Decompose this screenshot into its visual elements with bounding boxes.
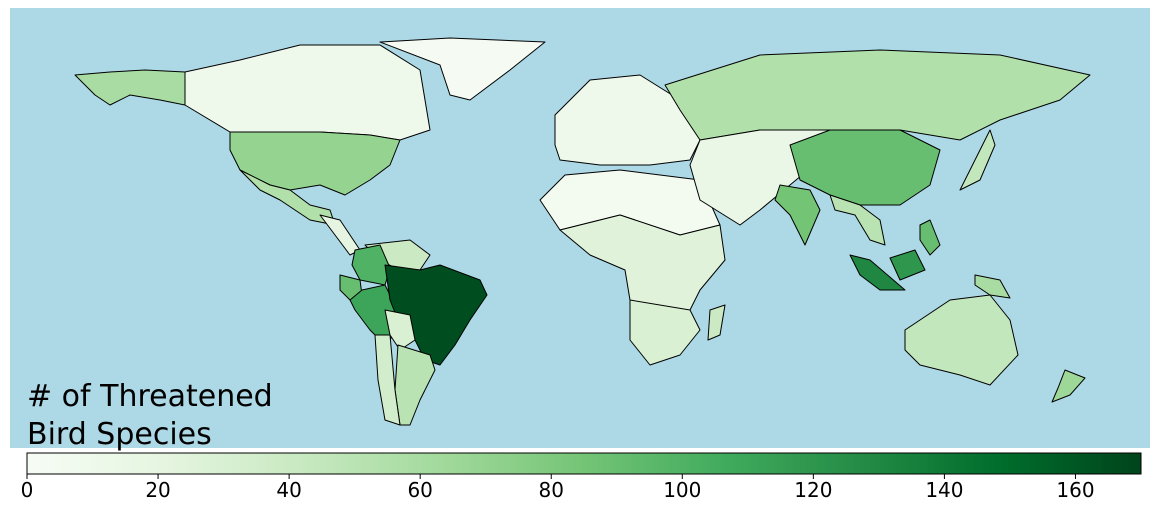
region	[1051, 369, 1086, 403]
tick-label: 120	[794, 478, 832, 502]
region	[974, 274, 1011, 299]
region	[239, 169, 336, 226]
tick-label: 60	[407, 478, 432, 502]
tick-label: 20	[145, 478, 170, 502]
region	[774, 184, 821, 246]
region	[559, 214, 726, 321]
tick-label: 80	[539, 478, 564, 502]
tick-label: 0	[21, 478, 34, 502]
region	[374, 334, 401, 426]
tick-label: 140	[925, 478, 963, 502]
tick-label: 40	[276, 478, 301, 502]
regions	[74, 37, 1091, 426]
colorbar-ticks: 0 20 40 60 80 100 120 140 160	[21, 474, 1095, 502]
region	[849, 254, 906, 291]
region	[829, 194, 886, 246]
region	[184, 44, 431, 141]
region	[919, 219, 941, 256]
colorbar	[26, 452, 1142, 475]
region	[889, 249, 926, 281]
tick-label: 160	[1056, 478, 1094, 502]
tick-label: 100	[663, 478, 701, 502]
title-line: Bird Species	[27, 417, 212, 452]
region	[379, 37, 546, 101]
region	[554, 74, 701, 166]
title-line: # of Threatened	[27, 379, 273, 414]
region	[384, 309, 416, 351]
region	[789, 129, 941, 206]
region	[707, 304, 726, 341]
region	[959, 129, 996, 191]
region	[74, 69, 186, 106]
region	[904, 294, 1019, 386]
region	[629, 299, 701, 366]
